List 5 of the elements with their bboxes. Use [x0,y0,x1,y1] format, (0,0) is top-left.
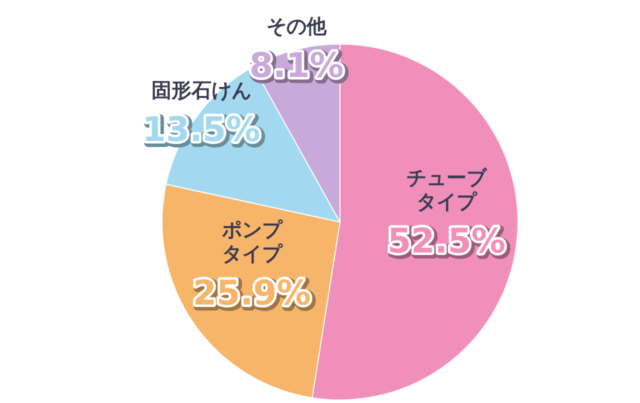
slice-label: チューブタイプ [406,165,488,214]
data-label: 25.9% [194,275,313,316]
slice-label: ポンプタイプ [220,217,283,266]
slice-label: その他 [266,14,328,38]
data-label: 52.5% [389,223,508,264]
